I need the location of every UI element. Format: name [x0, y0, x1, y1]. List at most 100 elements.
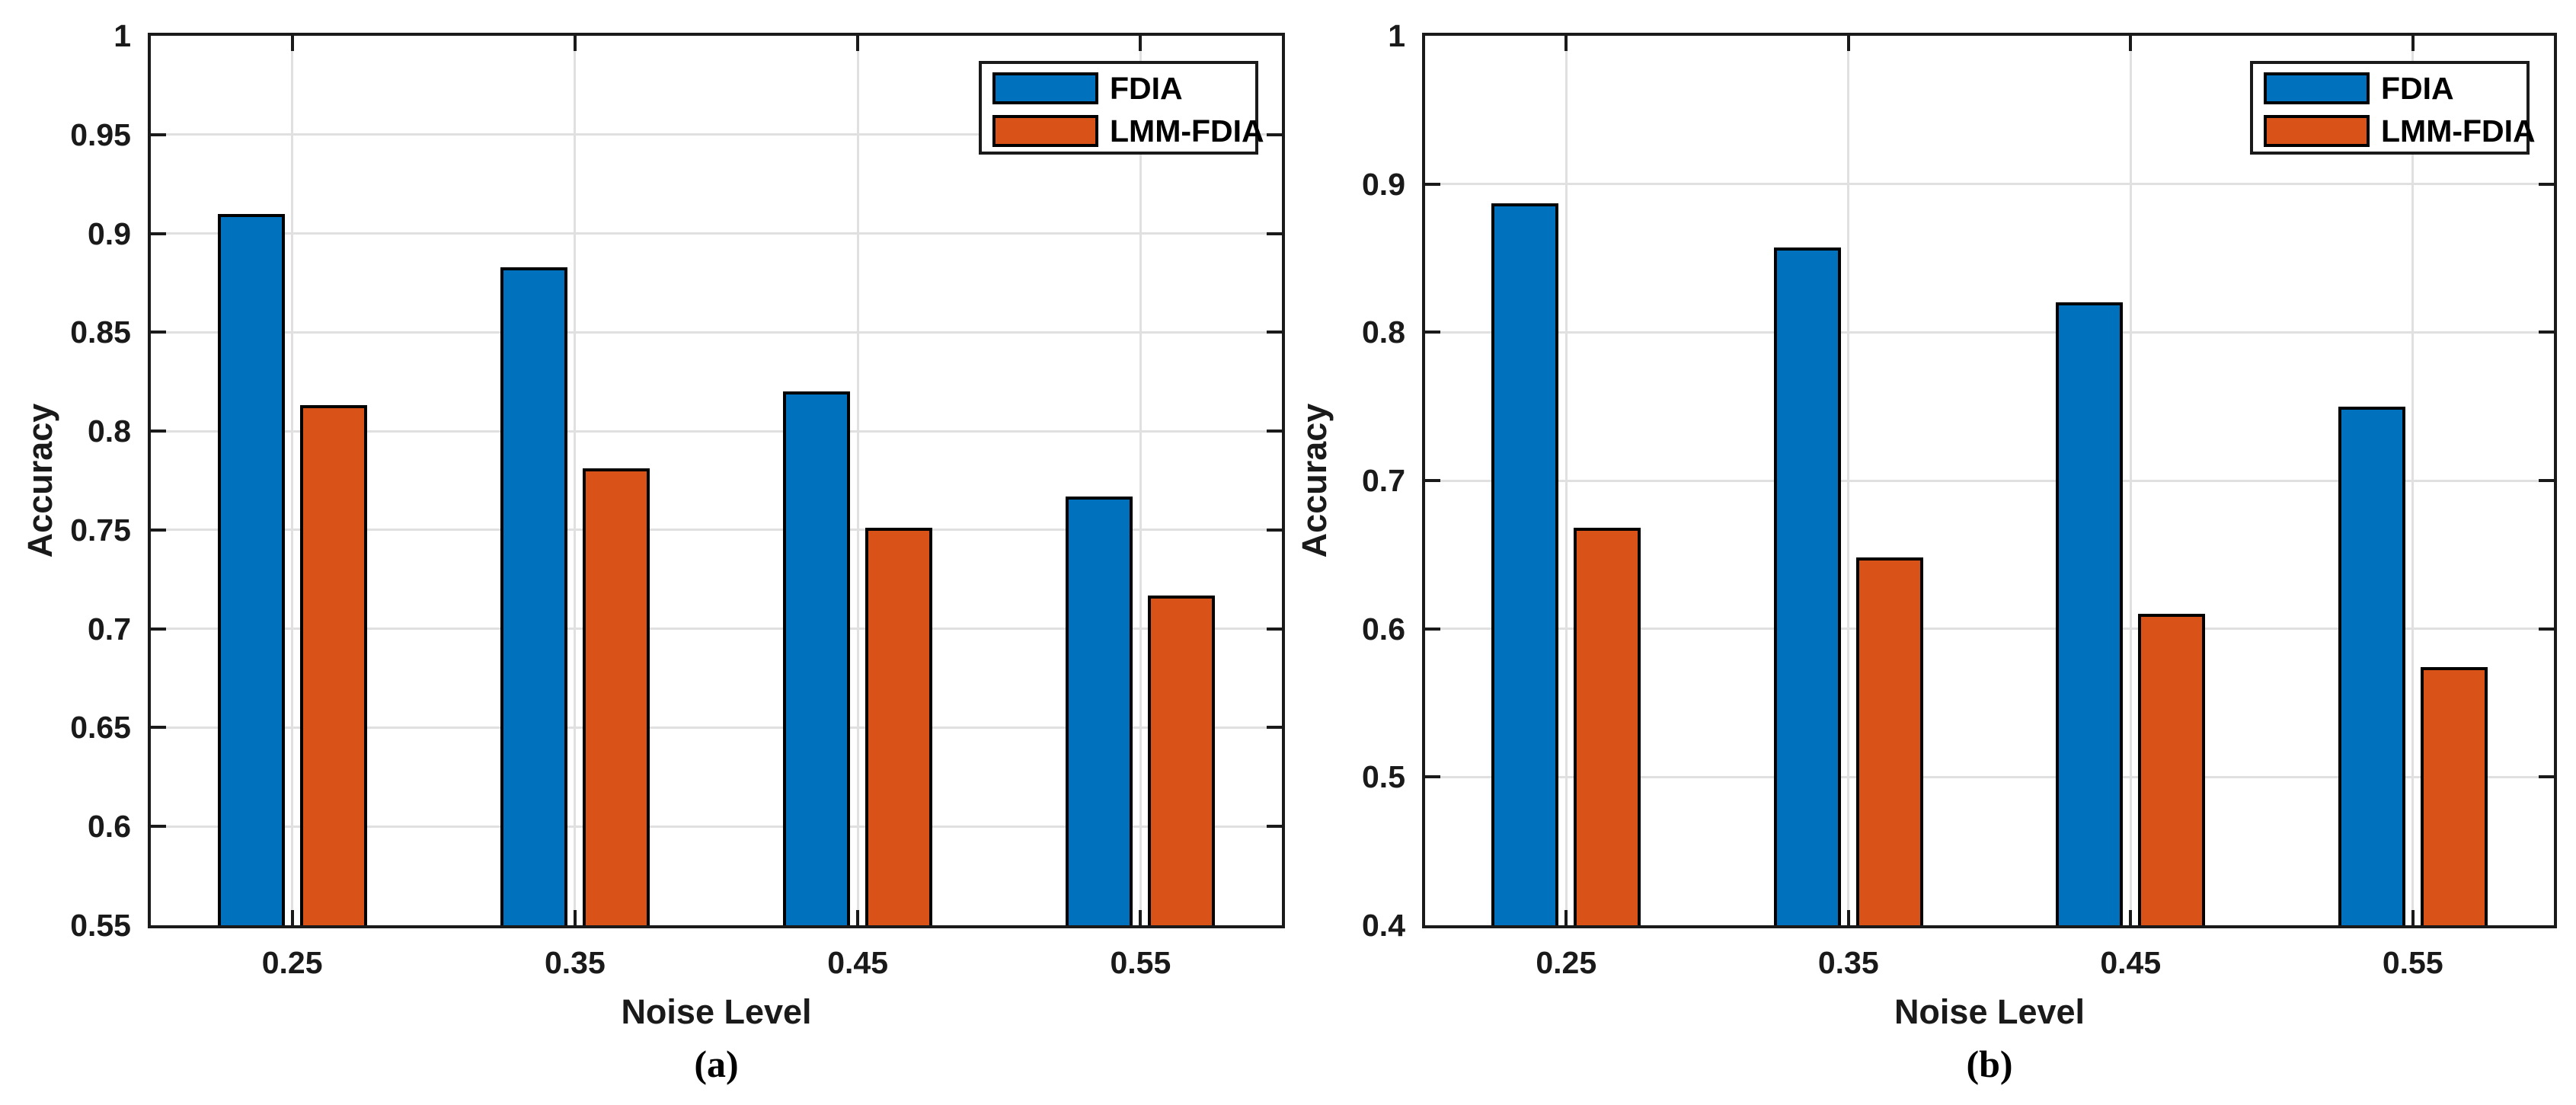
x-tick-mark-bottom	[290, 910, 294, 925]
legend-swatch-fdia	[2264, 72, 2370, 104]
x-tick-mark-top	[1846, 36, 1850, 51]
x-tick-mark-top	[2411, 36, 2415, 51]
y-tick-mark-left	[1425, 479, 1440, 482]
y-tick-label: 0.95	[70, 117, 131, 152]
x-tick-mark-top	[290, 36, 294, 51]
v-gridline	[1847, 36, 1850, 925]
bar-lmm-fdia-0.35	[583, 468, 650, 925]
legend-swatch-lmm-fdia	[2264, 115, 2370, 147]
bar-fdia-0.55	[2338, 407, 2405, 925]
y-tick-label: 0.9	[88, 216, 131, 251]
x-axis-label-a: Noise Level	[621, 992, 812, 1031]
bar-fdia-0.35	[500, 267, 567, 925]
panel-b: 0.4 0.5 0.6 0.7 0.8 0.9 1 0.25 0.35 0.45 0.55 Acc…	[1288, 0, 2576, 1105]
legend-item-lmm-fdia: LMM-FDIA	[2253, 110, 2536, 152]
h-gridline	[151, 825, 1282, 828]
bar-lmm-fdia-0.45	[2138, 614, 2205, 925]
y-tick-label: 0.6	[88, 809, 131, 845]
h-gridline	[151, 133, 1282, 136]
v-gridline	[574, 36, 577, 925]
bar-fdia-0.45	[2056, 302, 2123, 925]
y-tick-label: 0.6	[1362, 611, 1405, 647]
v-gridline	[2411, 36, 2415, 925]
y-tick-mark-left	[1425, 331, 1440, 334]
x-tick-mark-top	[856, 36, 860, 51]
y-tick-mark-left	[151, 825, 166, 829]
h-gridline	[151, 331, 1282, 334]
y-tick-mark-right	[1267, 430, 1282, 433]
y-tick-mark-left	[151, 528, 166, 532]
x-tick-mark-bottom	[1139, 910, 1143, 925]
h-gridline	[151, 726, 1282, 729]
v-gridline	[2129, 36, 2132, 925]
y-axis-label-a: Accuracy	[21, 403, 59, 558]
y-tick-mark-right	[1267, 627, 1282, 631]
legend-b: FDIA LMM-FDIA	[2250, 61, 2536, 155]
y-tick-mark-right	[2539, 182, 2554, 186]
y-tick-mark-right	[1267, 825, 1282, 829]
v-gridline	[291, 36, 294, 925]
h-gridline	[151, 628, 1282, 631]
x-tick-label: 0.45	[2100, 945, 2162, 980]
y-tick-label: 0.8	[88, 414, 131, 449]
h-gridline	[1425, 183, 2554, 186]
x-tick-mark-bottom	[573, 910, 577, 925]
y-tick-mark-right	[1267, 232, 1282, 235]
legend-swatch-fdia	[992, 72, 1098, 104]
x-tick-mark-bottom	[1846, 910, 1850, 925]
y-tick-mark-right	[2539, 627, 2554, 631]
x-axis-label-b: Noise Level	[1894, 992, 2085, 1031]
bar-lmm-fdia-0.25	[1574, 528, 1641, 925]
panel-a: 0.55 0.6 0.65 0.7 0.75 0.8 0.85 0.9 0.95 1 0.25 0.…	[21, 18, 1285, 1085]
x-tick-mark-top	[573, 36, 577, 51]
bar-fdia-0.25	[1491, 203, 1558, 925]
y-tick-mark-right	[1267, 133, 1282, 136]
legend-item-fdia: FDIA	[2253, 67, 2526, 110]
x-tick-label: 0.35	[1817, 945, 1879, 980]
y-tick-mark-left	[151, 430, 166, 433]
y-tick-mark-left	[151, 627, 166, 631]
panel-caption-b: (b)	[1966, 1043, 2013, 1085]
x-tick-mark-top	[2129, 36, 2133, 51]
y-tick-label: 0.7	[88, 611, 131, 647]
x-tick-label: 0.45	[827, 945, 889, 980]
plot-area-a	[148, 33, 1285, 928]
x-tick-label: 0.35	[544, 945, 606, 980]
legend-label: LMM-FDIA	[2381, 113, 2536, 149]
y-tick-label: 0.8	[1362, 315, 1405, 350]
h-gridline	[1425, 331, 2554, 334]
x-tick-label: 0.25	[261, 945, 323, 980]
x-tick-mark-bottom	[2411, 910, 2415, 925]
legend-swatch-lmm-fdia	[992, 115, 1098, 147]
h-gridline	[151, 430, 1282, 433]
h-gridline	[1425, 628, 2554, 631]
h-gridline	[1425, 775, 2554, 778]
y-tick-label: 0.5	[1362, 759, 1405, 795]
y-tick-mark-right	[2539, 775, 2554, 779]
y-tick-mark-left	[1425, 182, 1440, 186]
v-gridline	[1564, 36, 1568, 925]
legend-label: FDIA	[1110, 71, 1183, 106]
legend-label: FDIA	[2381, 71, 2454, 106]
y-tick-label: 0.7	[1362, 463, 1405, 498]
y-tick-label: 0.55	[70, 908, 131, 943]
y-tick-label: 1	[1388, 18, 1405, 53]
y-tick-label: 0.85	[70, 315, 131, 350]
h-gridline	[151, 529, 1282, 532]
y-tick-mark-right	[2539, 331, 2554, 334]
x-tick-label: 0.55	[2382, 945, 2443, 980]
panel-caption-a: (a)	[694, 1043, 739, 1085]
v-gridline	[856, 36, 859, 925]
x-tick-mark-top	[1139, 36, 1143, 51]
y-tick-mark-right	[1267, 528, 1282, 532]
legend-a: FDIA LMM-FDIA	[979, 61, 1264, 155]
bar-lmm-fdia-0.45	[865, 528, 932, 925]
y-tick-mark-left	[1425, 627, 1440, 631]
y-tick-mark-right	[1267, 331, 1282, 334]
x-tick-mark-bottom	[2129, 910, 2133, 925]
y-tick-mark-left	[151, 232, 166, 235]
plot-area-b	[1422, 33, 2557, 928]
y-tick-label: 1	[113, 18, 131, 53]
y-tick-mark-left	[1425, 775, 1440, 779]
